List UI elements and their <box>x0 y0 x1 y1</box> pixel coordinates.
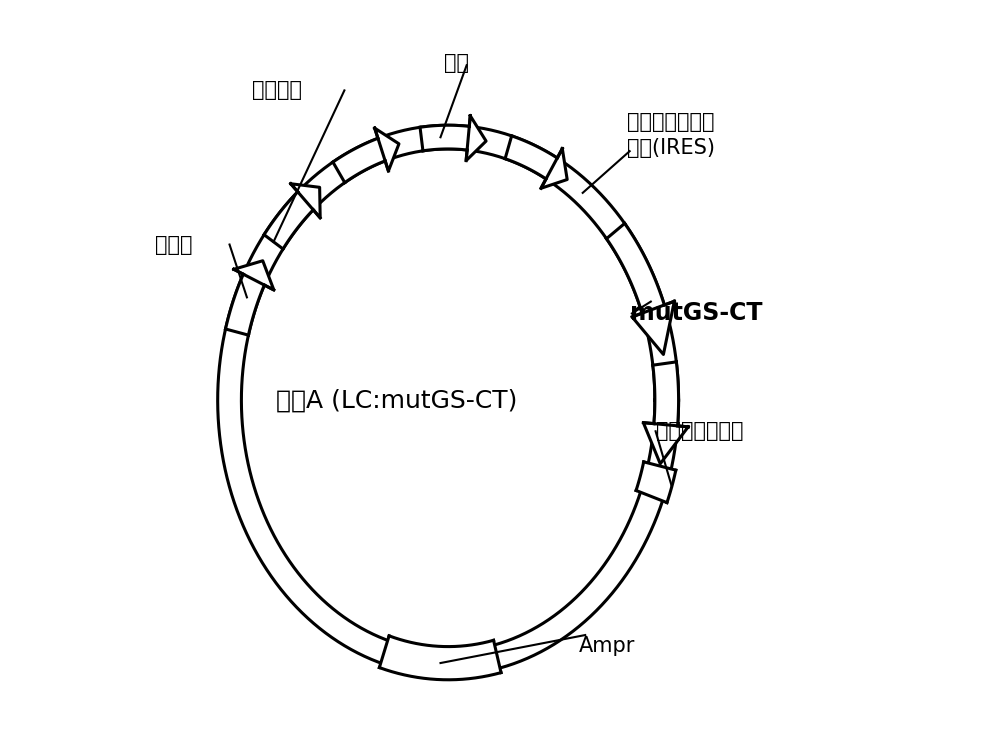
Polygon shape <box>379 636 501 679</box>
Text: 内部核糖体进入
位点(IRES): 内部核糖体进入 位点(IRES) <box>627 112 715 158</box>
Polygon shape <box>505 136 557 179</box>
Polygon shape <box>333 139 385 182</box>
Text: mutGS-CT: mutGS-CT <box>630 302 762 325</box>
Polygon shape <box>636 462 676 502</box>
Polygon shape <box>375 128 388 171</box>
Polygon shape <box>643 422 688 464</box>
Polygon shape <box>607 224 664 313</box>
Polygon shape <box>234 261 274 290</box>
Text: 聚腺苷酸化信号: 聚腺苷酸化信号 <box>656 422 743 441</box>
Polygon shape <box>541 149 562 188</box>
Polygon shape <box>632 302 674 354</box>
Polygon shape <box>291 184 320 218</box>
Polygon shape <box>234 269 274 290</box>
Text: 轻链: 轻链 <box>444 53 469 73</box>
Text: 载体A (LC:mutGS-CT): 载体A (LC:mutGS-CT) <box>276 388 517 412</box>
Polygon shape <box>420 125 469 151</box>
Polygon shape <box>653 362 679 426</box>
Polygon shape <box>632 302 674 317</box>
Polygon shape <box>264 192 313 249</box>
Polygon shape <box>466 116 486 161</box>
Polygon shape <box>291 184 320 218</box>
Text: 前导序列: 前导序列 <box>252 81 302 100</box>
Text: 启动子: 启动子 <box>155 235 193 254</box>
Polygon shape <box>643 422 688 427</box>
Polygon shape <box>375 128 399 171</box>
Polygon shape <box>466 116 470 161</box>
Text: Ampr: Ampr <box>579 637 635 656</box>
Polygon shape <box>541 149 567 188</box>
Polygon shape <box>226 274 264 335</box>
